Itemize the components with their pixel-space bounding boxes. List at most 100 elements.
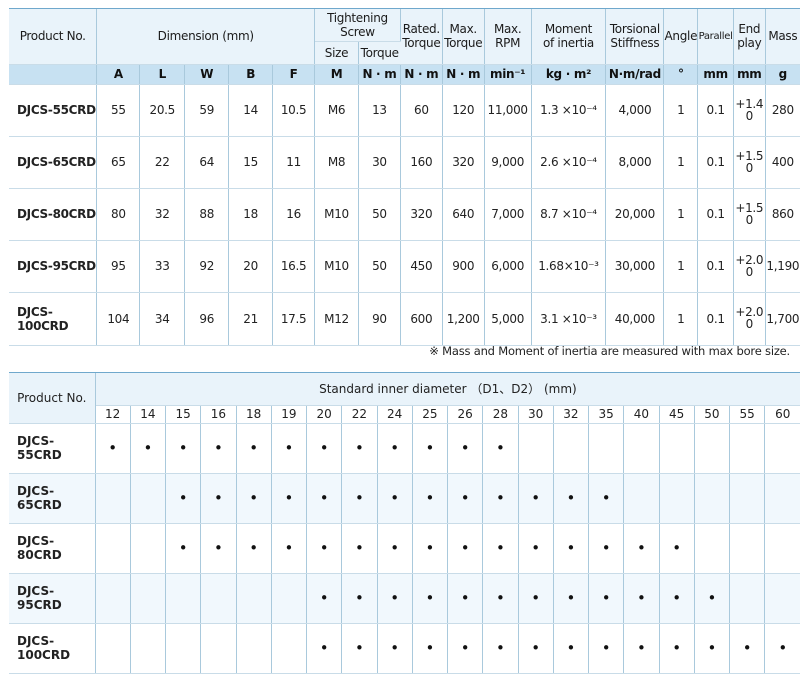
availability-dot-icon: • bbox=[531, 588, 541, 607]
spec-cell-mass: 280 bbox=[765, 84, 800, 137]
bore-availability-cell: • bbox=[377, 523, 413, 574]
spec-cell-b: 14 bbox=[228, 84, 274, 137]
bore-availability-cell: • bbox=[306, 623, 343, 674]
bore-availability-cell bbox=[623, 473, 660, 524]
bore-availability-cell: • bbox=[482, 473, 519, 524]
header-tightening-screw: Tightening Screw bbox=[314, 9, 401, 42]
bore-availability-cell bbox=[694, 523, 731, 574]
endplay-top: +1.4 bbox=[735, 96, 764, 111]
endplay-value: +1.4 0 bbox=[735, 98, 763, 122]
bore-availability-cell: • bbox=[694, 623, 731, 674]
spec-row: DJCS-95CRD 95 33 92 20 16.5 M10 50 450 900 6,000 1.… bbox=[9, 240, 800, 293]
header-screw-torque: Torque bbox=[358, 41, 401, 65]
bore-availability-cell: • bbox=[764, 623, 801, 674]
header-max-rpm-label: Max. RPM bbox=[485, 22, 531, 50]
spec-cell-w: 64 bbox=[184, 136, 230, 189]
unit-cell: L bbox=[139, 64, 186, 85]
availability-dot-icon: • bbox=[601, 538, 611, 557]
availability-dot-icon: • bbox=[460, 438, 470, 457]
header-rated-torque-label-line: Rated. bbox=[402, 22, 440, 37]
spec-cell-l: 32 bbox=[139, 188, 186, 241]
bore-availability-cell: • bbox=[518, 473, 554, 524]
bore-diameter-header: 19 bbox=[271, 405, 308, 424]
spec-cell-inertia: 1.3 ×10⁻⁴ bbox=[531, 84, 607, 137]
availability-dot-icon: • bbox=[213, 538, 223, 557]
header-stiffness-label-line: Torsional bbox=[609, 22, 660, 37]
availability-dot-icon: • bbox=[636, 538, 646, 557]
spec-cell-max: 120 bbox=[442, 84, 485, 137]
bore-availability-cell: • bbox=[306, 523, 343, 574]
availability-dot-icon: • bbox=[672, 538, 682, 557]
spec-cell-l: 22 bbox=[139, 136, 186, 189]
bore-availability-cell: • bbox=[236, 523, 272, 574]
availability-dot-icon: • bbox=[213, 438, 223, 457]
bore-availability-cell: • bbox=[271, 473, 308, 524]
availability-dot-icon: • bbox=[495, 488, 505, 507]
availability-dot-icon: • bbox=[425, 588, 435, 607]
availability-dot-icon: • bbox=[178, 438, 188, 457]
header-max-rpm-label-line: RPM bbox=[495, 36, 521, 51]
unit-cell: W bbox=[184, 64, 230, 85]
endplay-bottom: 0 bbox=[745, 264, 754, 279]
spec-cell-b: 18 bbox=[228, 188, 274, 241]
bore-availability-cell bbox=[553, 423, 590, 474]
bore-availability-cell: • bbox=[482, 623, 519, 674]
availability-dot-icon: • bbox=[108, 438, 118, 457]
spec-cell-angle: 1 bbox=[663, 136, 699, 189]
availability-dot-icon: • bbox=[319, 538, 329, 557]
availability-dot-icon: • bbox=[636, 638, 646, 657]
availability-dot-icon: • bbox=[672, 588, 682, 607]
unit-cell-blank bbox=[9, 64, 98, 85]
bore-availability-cell: • bbox=[377, 473, 413, 524]
unit-cell: ° bbox=[663, 64, 699, 85]
availability-dot-icon: • bbox=[425, 488, 435, 507]
bore-row: DJCS-65CRD • • • • • • • • • • • • • bbox=[9, 473, 801, 524]
bore-diameter-header: 55 bbox=[729, 405, 766, 424]
spec-cell-a: 95 bbox=[96, 240, 141, 293]
availability-dot-icon: • bbox=[778, 638, 788, 657]
spec-cell-rpm: 11,000 bbox=[484, 84, 532, 137]
bore-availability-cell bbox=[271, 573, 308, 624]
availability-dot-icon: • bbox=[495, 638, 505, 657]
spec-cell-m: M12 bbox=[314, 292, 359, 346]
unit-cell: N · m bbox=[400, 64, 443, 85]
availability-dot-icon: • bbox=[636, 588, 646, 607]
endplay-value: +1.5 0 bbox=[735, 150, 763, 174]
bore-header-title: Standard inner diameter （D1、D2） (mm) bbox=[95, 373, 801, 406]
spec-product-name: DJCS-55CRD bbox=[9, 84, 98, 137]
spec-cell-endplay: +2.0 0 bbox=[733, 292, 766, 346]
spec-cell-stiffness: 20,000 bbox=[605, 188, 665, 241]
header-parallel: Parallel bbox=[697, 9, 734, 65]
bore-availability-cell: • bbox=[623, 523, 660, 574]
spec-cell-max: 900 bbox=[442, 240, 485, 293]
spec-cell-b: 20 bbox=[228, 240, 274, 293]
bore-diameter-header: 60 bbox=[764, 405, 801, 424]
bore-availability-cell: • bbox=[588, 573, 625, 624]
spec-cell-b: 15 bbox=[228, 136, 274, 189]
unit-cell: N·m/rad bbox=[605, 64, 665, 85]
availability-dot-icon: • bbox=[460, 638, 470, 657]
bore-diameter-header: 28 bbox=[482, 405, 519, 424]
spec-cell-f: 10.5 bbox=[272, 84, 316, 137]
spec-cell-max: 320 bbox=[442, 136, 485, 189]
bore-availability-cell: • bbox=[306, 423, 343, 474]
availability-dot-icon: • bbox=[566, 538, 576, 557]
bore-size-table: Product No. Standard inner diameter （D1、… bbox=[9, 373, 801, 674]
header-end-play-label: End play bbox=[734, 22, 765, 50]
spec-cell-angle: 1 bbox=[663, 84, 699, 137]
spec-cell-a: 104 bbox=[96, 292, 141, 346]
bore-availability-cell: • bbox=[447, 523, 484, 574]
bore-availability-cell: • bbox=[200, 473, 237, 524]
bore-availability-cell bbox=[729, 423, 766, 474]
bore-diameter-header: 14 bbox=[130, 405, 167, 424]
spec-cell-parallel: 0.1 bbox=[697, 240, 734, 293]
availability-dot-icon: • bbox=[178, 538, 188, 557]
bore-availability-cell bbox=[95, 523, 131, 574]
spec-product-name: DJCS-65CRD bbox=[9, 136, 98, 189]
spec-table-body: DJCS-55CRD 55 20.5 59 14 10.5 M6 13 60 120 11,000 1… bbox=[9, 84, 800, 346]
bore-diameter-header: 18 bbox=[236, 405, 272, 424]
availability-dot-icon: • bbox=[495, 588, 505, 607]
bore-availability-cell: • bbox=[200, 423, 237, 474]
bore-availability-cell bbox=[165, 573, 202, 624]
spec-cell-mass: 1,700 bbox=[765, 292, 800, 346]
